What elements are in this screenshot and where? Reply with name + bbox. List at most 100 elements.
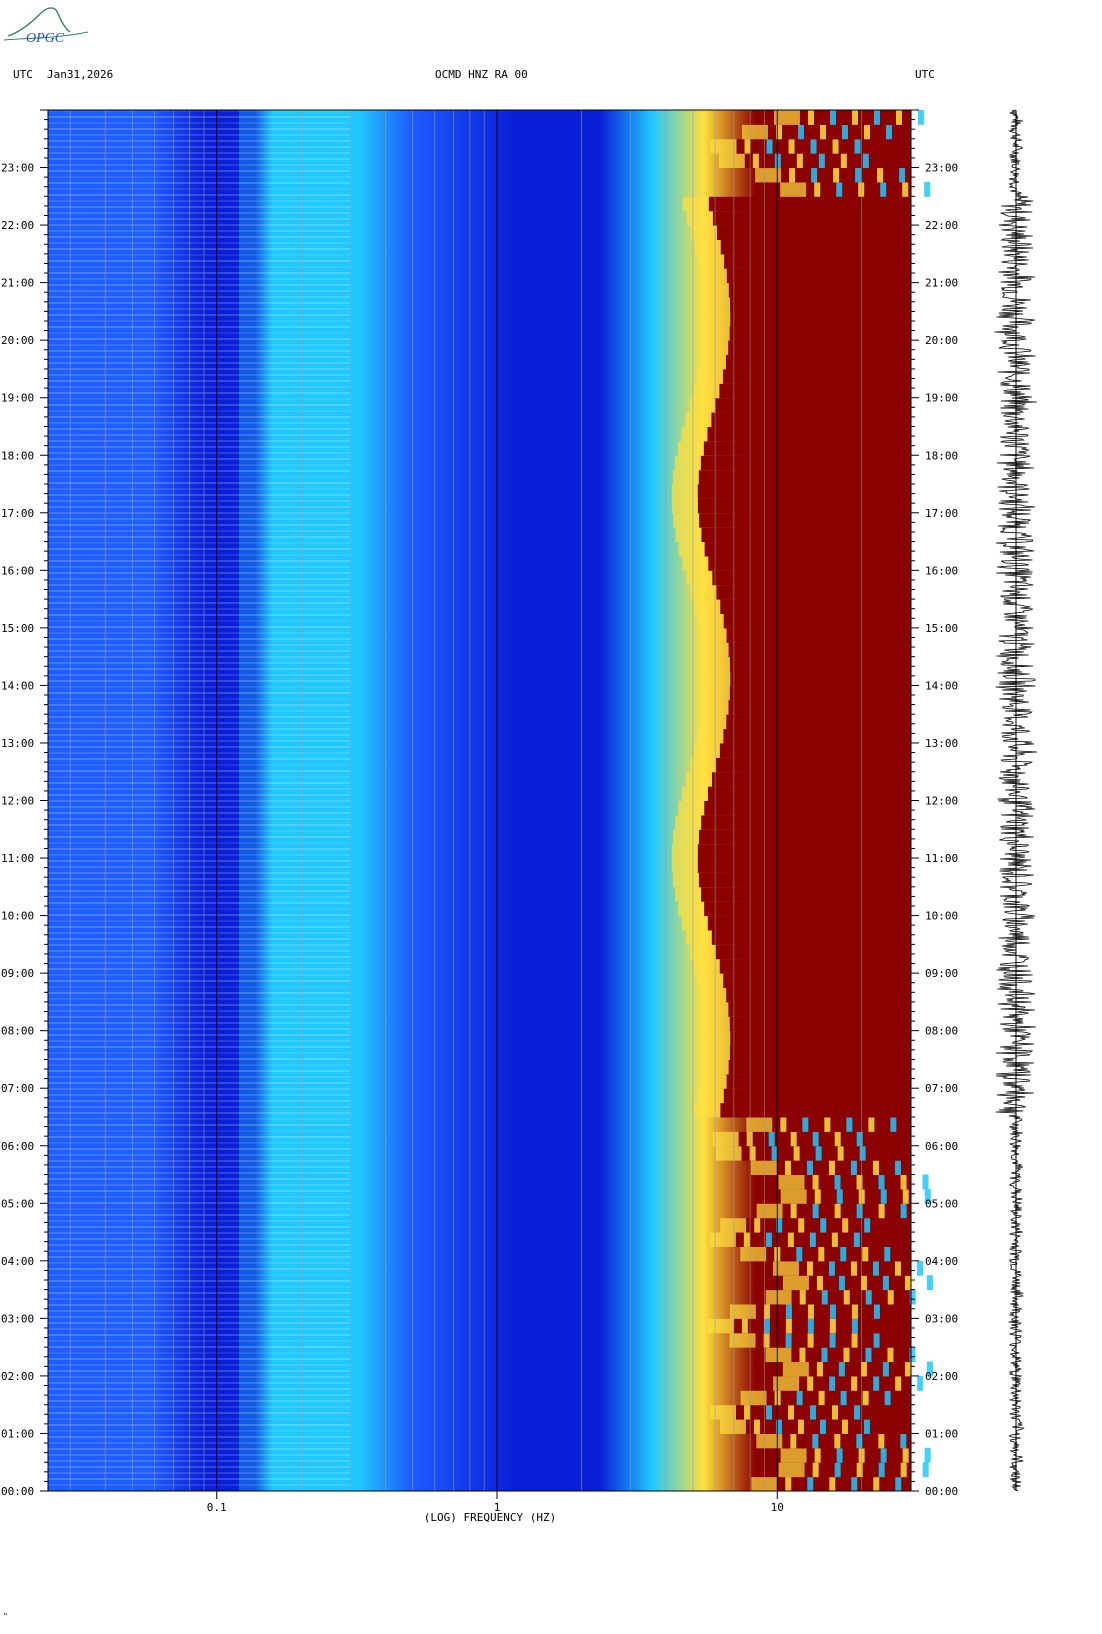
heatmap-row [48,1188,911,1204]
noise-streak [902,181,909,197]
texture-stripe [48,200,351,202]
noise-streak [855,167,862,183]
spectral-line [651,110,655,1491]
noise-band [699,512,911,528]
noise-edge [671,858,698,873]
noise-band [729,1016,911,1032]
noise-streak [904,1275,911,1291]
seismogram-trace [994,109,1038,1492]
texture-stripe [48,596,351,598]
noise-band [735,1232,911,1247]
heatmap-row [48,282,911,298]
noise-edge [700,627,727,643]
texture-stripe [48,1154,351,1156]
heatmap-row [48,714,911,730]
noise-streak [924,181,931,197]
noise-band [728,699,911,715]
texture-stripe [48,134,351,136]
noise-streak [926,1361,933,1377]
texture-stripe [48,194,351,196]
noise-edge [685,929,712,945]
texture-stripe [48,1148,351,1150]
noise-edge [715,1145,742,1161]
noise-band [726,1073,911,1089]
texture-stripe [48,1034,351,1036]
noise-edge [700,268,727,284]
heatmap-row [48,1160,911,1176]
y-tick-label-left: 21:00 [1,277,34,290]
noise-band [701,886,911,902]
noise-edge [689,397,716,413]
noise-streak [821,1289,828,1305]
noise-streak [785,1318,792,1334]
noise-edge [689,944,716,960]
noise-streak [924,1188,931,1204]
noise-streak [884,1390,891,1406]
texture-stripe [48,920,351,922]
y-tick-label-right: 04:00 [925,1255,958,1268]
noise-streak [749,1145,756,1161]
noise-edge [780,1188,807,1204]
noise-streak [863,124,870,140]
texture-stripe [48,1382,351,1384]
noise-edge [778,1174,805,1190]
noise-band [730,1030,911,1046]
texture-stripe [48,1136,351,1138]
noise-edge [709,1404,736,1420]
noise-band [711,771,911,787]
noise-streak [829,1332,836,1348]
noise-streak [765,1232,772,1247]
noise-band [719,383,911,399]
noise-edge [675,886,702,902]
noise-streak [833,167,840,183]
noise-streak [900,1174,907,1190]
noise-band [716,225,911,240]
noise-streak [909,1289,916,1305]
noise-streak [878,1174,885,1190]
noise-streak [790,1433,797,1449]
noise-streak [856,1131,863,1147]
noise-streak [775,1419,782,1434]
heatmap-row [48,1217,911,1233]
noise-band [735,1404,911,1420]
noise-edge [773,110,800,125]
texture-stripe [48,1112,351,1114]
noise-edge [671,498,698,514]
y-tick-label-left: 00:00 [1,1485,34,1498]
noise-band [730,671,911,686]
texture-stripe [48,1358,351,1360]
texture-stripe [48,638,351,640]
noise-streak [890,1116,897,1132]
header-station: OCMD HNZ RA 00 [435,68,528,81]
texture-stripe [48,686,351,688]
noise-band [808,1275,911,1291]
heatmap-row [48,1016,911,1032]
noise-streak [819,1419,826,1434]
noise-streak [856,1174,863,1190]
texture-stripe [48,332,351,334]
texture-stripe [48,1484,351,1486]
noise-edge [673,512,700,528]
noise-band [724,253,911,269]
noise-streak [818,1246,825,1262]
texture-stripe [48,290,351,292]
noise-streak [809,1404,816,1420]
noise-edge [700,714,727,730]
noise-band [716,757,911,773]
noise-streak [853,1232,860,1247]
texture-stripe [48,656,351,658]
texture-stripe [48,230,351,232]
texture-stripe [48,398,351,400]
texture-stripe [48,1076,351,1078]
texture-stripe [48,746,351,748]
texture-stripe [48,1202,351,1204]
heatmap-row [48,1390,911,1406]
noise-streak [862,153,869,169]
noise-band [791,1347,911,1363]
y-tick-label-right: 07:00 [925,1082,958,1095]
noise-streak [840,153,847,169]
texture-stripe [48,740,351,742]
texture-stripe [48,1304,351,1306]
y-tick-label-left: 18:00 [1,449,34,462]
noise-band [729,656,911,672]
